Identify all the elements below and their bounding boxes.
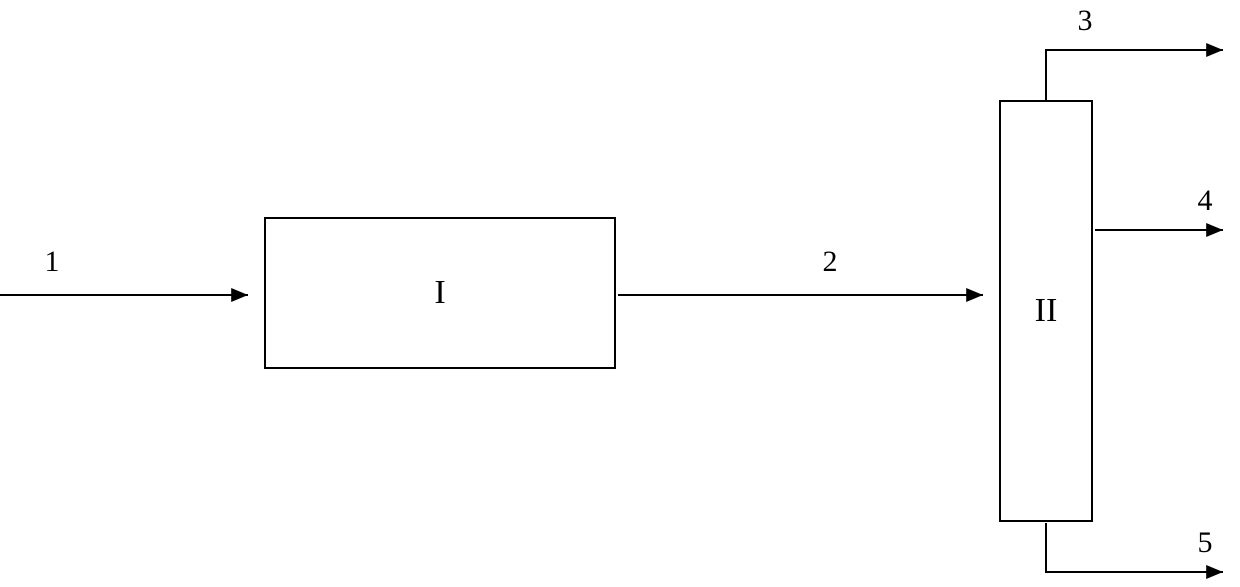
edge-label-e3: 3 bbox=[1078, 4, 1093, 37]
arrowhead-e4 bbox=[1206, 223, 1223, 237]
edge-label-e4: 4 bbox=[1198, 184, 1213, 217]
arrowhead-e1 bbox=[231, 288, 248, 302]
block-label-II: II bbox=[1035, 292, 1058, 329]
edge-e5 bbox=[1046, 523, 1223, 572]
flowchart-canvas: III12345 bbox=[0, 0, 1240, 587]
edge-e3 bbox=[1046, 50, 1223, 100]
block-label-I: I bbox=[434, 274, 445, 311]
arrowhead-e5 bbox=[1206, 565, 1223, 579]
edge-label-e1: 1 bbox=[45, 245, 60, 278]
arrowhead-e3 bbox=[1206, 43, 1223, 57]
edge-label-e2: 2 bbox=[823, 245, 838, 278]
edge-label-e5: 5 bbox=[1198, 526, 1213, 559]
arrowhead-e2 bbox=[966, 288, 983, 302]
